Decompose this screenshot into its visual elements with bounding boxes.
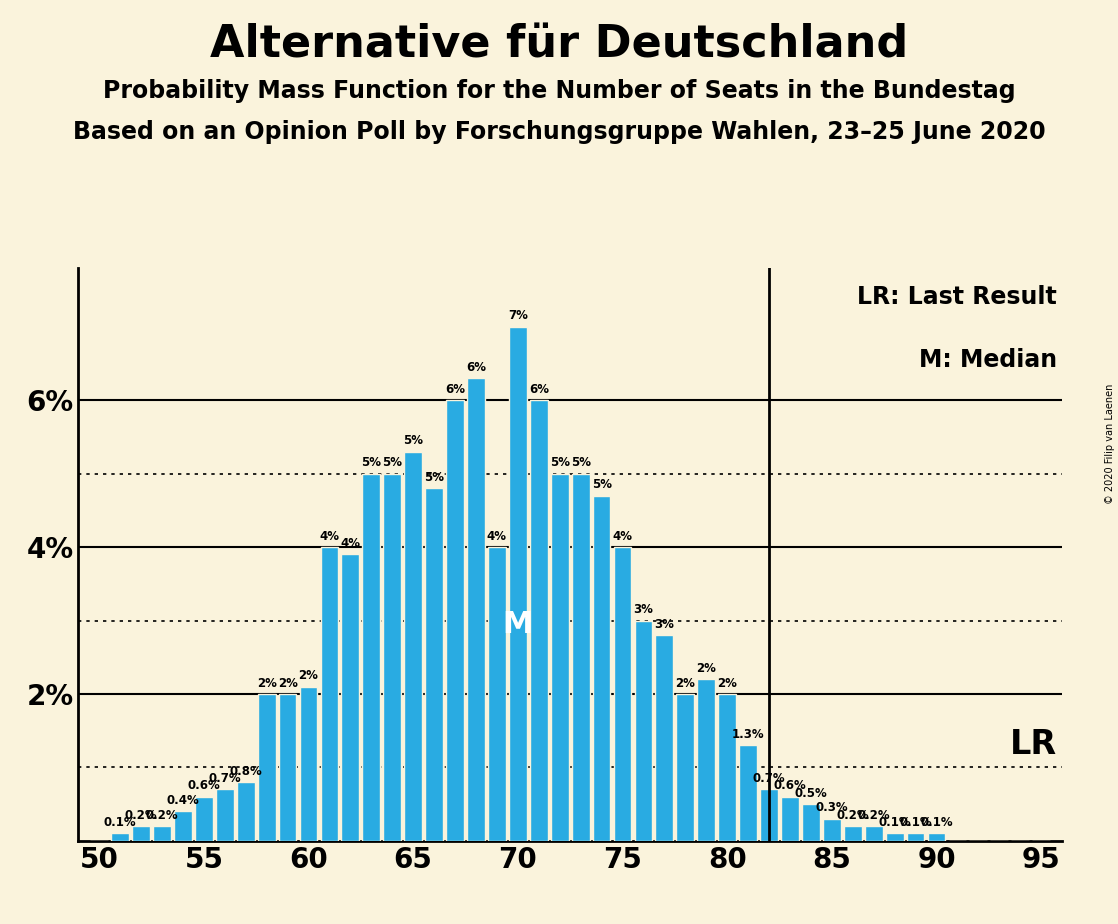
Bar (530, 400, 548, 841)
Bar (111, 833, 129, 841)
Text: 2%: 2% (299, 669, 319, 682)
Text: 4%: 4% (487, 529, 506, 542)
Bar (467, 378, 485, 841)
Text: 2%: 2% (718, 676, 737, 689)
Bar (928, 833, 946, 841)
Bar (405, 452, 423, 841)
Bar (362, 474, 380, 841)
Bar (698, 679, 716, 841)
Bar (676, 694, 694, 841)
Text: 6%: 6% (466, 360, 486, 373)
Bar (174, 811, 192, 841)
Bar (907, 833, 925, 841)
Text: 0.2%: 0.2% (836, 808, 869, 821)
Bar (341, 554, 359, 841)
Bar (865, 826, 882, 841)
Bar (446, 400, 464, 841)
Text: 6%: 6% (445, 383, 465, 395)
Text: 0.1%: 0.1% (879, 816, 911, 829)
Text: 6%: 6% (529, 383, 549, 395)
Bar (802, 804, 819, 841)
Bar (760, 789, 778, 841)
Bar (195, 796, 212, 841)
Bar (823, 819, 841, 841)
Bar (718, 694, 736, 841)
Text: 5%: 5% (591, 479, 612, 492)
Text: LR: LR (1010, 727, 1058, 760)
Text: 2%: 2% (675, 676, 695, 689)
Text: 0.4%: 0.4% (167, 794, 199, 807)
Bar (739, 746, 757, 841)
Text: 0.3%: 0.3% (815, 801, 849, 814)
Bar (885, 833, 903, 841)
Bar (132, 826, 150, 841)
Text: 3%: 3% (634, 603, 653, 616)
Text: © 2020 Filip van Laenen: © 2020 Filip van Laenen (1105, 383, 1115, 504)
Bar (425, 488, 443, 841)
Bar (614, 547, 632, 841)
Text: Probability Mass Function for the Number of Seats in the Bundestag: Probability Mass Function for the Number… (103, 79, 1015, 103)
Text: 0.6%: 0.6% (188, 779, 220, 793)
Text: Alternative für Deutschland: Alternative für Deutschland (210, 23, 908, 67)
Bar (321, 547, 339, 841)
Text: 5%: 5% (361, 456, 381, 469)
Text: 0.7%: 0.7% (208, 772, 241, 785)
Text: 5%: 5% (404, 434, 424, 447)
Text: 0.1%: 0.1% (899, 816, 932, 829)
Text: 5%: 5% (550, 456, 570, 469)
Text: 0.2%: 0.2% (145, 808, 178, 821)
Bar (258, 694, 275, 841)
Text: 5%: 5% (424, 471, 444, 484)
Text: 0.1%: 0.1% (920, 816, 953, 829)
Text: 0.7%: 0.7% (752, 772, 785, 785)
Bar (781, 796, 799, 841)
Text: M: Median: M: Median (919, 348, 1058, 372)
Text: 2%: 2% (697, 662, 717, 675)
Text: M: M (503, 611, 533, 639)
Text: 2%: 2% (257, 676, 276, 689)
Bar (216, 789, 234, 841)
Text: 4%: 4% (340, 537, 360, 550)
Text: LR: Last Result: LR: Last Result (858, 286, 1058, 310)
Bar (489, 547, 505, 841)
Bar (237, 782, 255, 841)
Text: 0.6%: 0.6% (774, 779, 806, 793)
Text: 0.8%: 0.8% (229, 765, 262, 778)
Text: 7%: 7% (508, 310, 528, 322)
Text: 1.3%: 1.3% (732, 728, 765, 741)
Text: 0.5%: 0.5% (795, 786, 827, 799)
Text: 4%: 4% (613, 529, 633, 542)
Bar (593, 495, 610, 841)
Bar (300, 687, 318, 841)
Text: 2%: 2% (277, 676, 297, 689)
Bar (571, 474, 589, 841)
Text: Based on an Opinion Poll by Forschungsgruppe Wahlen, 23–25 June 2020: Based on an Opinion Poll by Forschungsgr… (73, 120, 1045, 144)
Bar (509, 327, 527, 841)
Bar (383, 474, 401, 841)
Bar (153, 826, 171, 841)
Text: 4%: 4% (320, 529, 340, 542)
Text: 0.2%: 0.2% (125, 808, 158, 821)
Text: 0.1%: 0.1% (104, 816, 136, 829)
Bar (655, 635, 673, 841)
Bar (551, 474, 569, 841)
Text: 5%: 5% (382, 456, 402, 469)
Text: 3%: 3% (654, 618, 674, 631)
Text: 5%: 5% (570, 456, 590, 469)
Bar (278, 694, 296, 841)
Bar (844, 826, 862, 841)
Bar (635, 621, 652, 841)
Text: 0.2%: 0.2% (858, 808, 890, 821)
